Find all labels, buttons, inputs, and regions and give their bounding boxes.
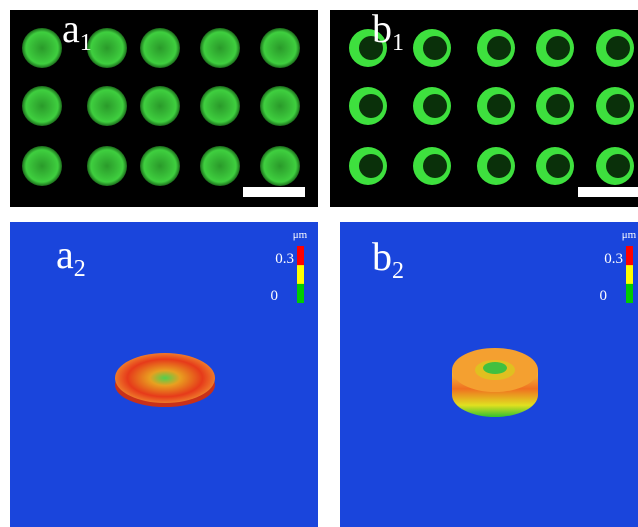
colorbar-min: 0 [271, 288, 279, 304]
dot [22, 146, 62, 186]
dot [546, 94, 570, 118]
panel-subscript: 2 [392, 258, 404, 284]
panel-label: b2 [372, 234, 404, 284]
dot [423, 94, 447, 118]
dot [87, 146, 127, 186]
panel-label: a1 [62, 6, 92, 56]
colorbar-min: 0 [600, 288, 608, 304]
panel-subscript: 2 [74, 256, 86, 282]
colorbar-unit: μm [622, 229, 637, 241]
colorbar [297, 246, 304, 303]
dot [487, 36, 511, 60]
scale-bar [578, 187, 638, 197]
dot [606, 36, 630, 60]
ring-profile [452, 348, 538, 417]
panel-subscript: 1 [80, 30, 92, 56]
scale-bar [243, 187, 305, 197]
dot [359, 36, 383, 60]
colorbar-max: 0.3 [604, 251, 623, 267]
dot [487, 94, 511, 118]
dot [22, 86, 62, 126]
dot [87, 28, 127, 68]
panel-label: a2 [56, 232, 86, 282]
dot [606, 94, 630, 118]
panel-subscript: 1 [392, 30, 404, 56]
colorbar-unit: μm [293, 229, 308, 241]
dot [200, 86, 240, 126]
disk-profile [115, 353, 215, 407]
dot [140, 146, 180, 186]
dot [260, 28, 300, 68]
dot [546, 154, 570, 178]
dot [87, 86, 127, 126]
panel-label: b1 [372, 6, 404, 56]
colorbar [626, 246, 633, 303]
panel-letter: a [62, 6, 80, 51]
dot-array [22, 28, 634, 186]
dot [423, 36, 447, 60]
dot [606, 154, 630, 178]
dot [260, 86, 300, 126]
dot [359, 154, 383, 178]
colorbar-max: 0.3 [275, 251, 294, 267]
panel-letter: b [372, 6, 392, 51]
panel-letter: a [56, 232, 74, 277]
panel-letter: b [372, 234, 392, 279]
dot [140, 86, 180, 126]
dot [260, 146, 300, 186]
dot [22, 28, 62, 68]
dot [423, 154, 447, 178]
dot [487, 154, 511, 178]
dot [140, 28, 180, 68]
dot [359, 94, 383, 118]
dot [200, 146, 240, 186]
dot [546, 36, 570, 60]
dot [200, 28, 240, 68]
